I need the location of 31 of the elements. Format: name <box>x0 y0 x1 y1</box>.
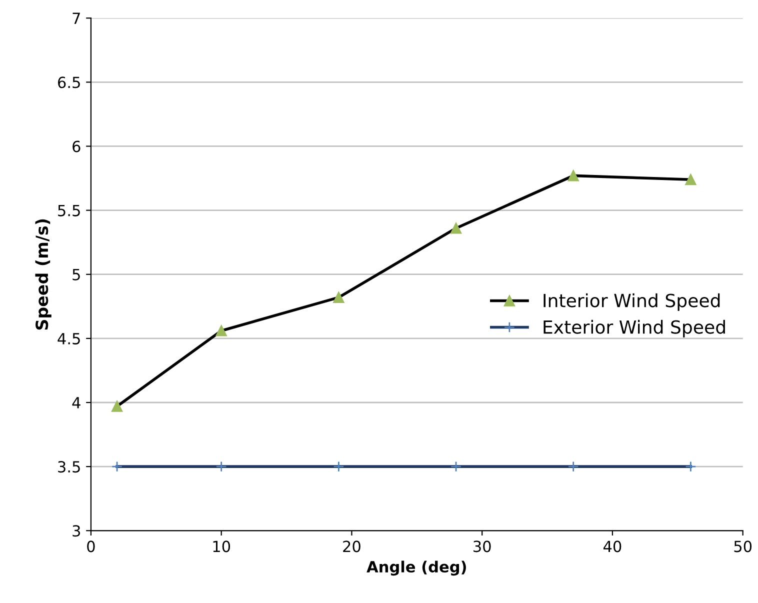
point <box>568 461 579 472</box>
y-tick-label: 5 <box>72 269 80 280</box>
x-tick-label: 20 <box>343 540 360 552</box>
x-tick-label: 40 <box>603 540 622 552</box>
point <box>111 461 123 472</box>
point <box>568 170 579 182</box>
x-tick-label: 10 <box>213 540 230 552</box>
point <box>450 222 462 234</box>
y-tick-label: 7 <box>72 12 80 24</box>
x-tick-label: 50 <box>734 540 752 552</box>
point <box>685 174 696 186</box>
point <box>333 292 344 303</box>
y-tick-label: 3 <box>72 525 80 537</box>
y-tick-label: 4 <box>72 397 80 408</box>
point <box>333 461 344 472</box>
y-tick-label: 3.5 <box>58 461 80 473</box>
y-axis-title: Speed (m/s) <box>35 219 52 330</box>
point <box>111 400 123 412</box>
legend-label: Exterior Wind Speed <box>544 320 725 338</box>
point <box>685 461 696 472</box>
point <box>216 461 227 472</box>
point <box>216 325 227 336</box>
point <box>450 461 462 472</box>
x-tick-label: 30 <box>474 540 491 552</box>
y-tick-label: 6 <box>72 140 80 152</box>
y-tick-label: 4.5 <box>58 333 80 344</box>
y-tick-label: 5.5 <box>58 204 80 216</box>
x-tick-label: 0 <box>87 540 95 552</box>
x-axis-title: Angle (deg) <box>366 560 466 576</box>
legend-label: Interior Wind Speed <box>544 293 720 311</box>
y-tick-label: 6.5 <box>58 76 80 88</box>
